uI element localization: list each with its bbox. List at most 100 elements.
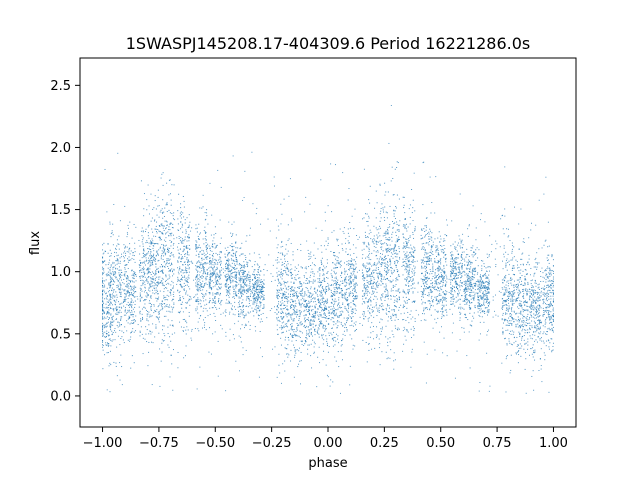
data-point [189, 236, 190, 238]
data-point [199, 266, 201, 268]
data-point [219, 272, 221, 274]
data-point [196, 231, 198, 233]
data-point [406, 264, 408, 266]
data-point [320, 259, 322, 261]
data-point [123, 283, 125, 285]
data-point [236, 273, 238, 275]
data-point [246, 275, 248, 277]
data-point [173, 184, 175, 186]
data-point [298, 324, 300, 326]
data-point [203, 326, 205, 328]
data-point [349, 277, 351, 279]
data-point [162, 269, 164, 271]
data-point [350, 282, 352, 284]
data-point [402, 258, 404, 260]
data-point [140, 285, 142, 287]
data-point [414, 318, 416, 320]
data-point [324, 324, 326, 326]
data-point [377, 236, 379, 238]
data-point [242, 314, 244, 316]
data-point [123, 274, 125, 276]
data-point [284, 304, 286, 306]
data-point [188, 226, 190, 228]
data-point [387, 295, 389, 297]
data-point [201, 263, 203, 265]
data-point [165, 276, 167, 278]
data-point [398, 236, 400, 238]
data-point [395, 313, 397, 315]
data-point [154, 260, 156, 262]
data-point [346, 288, 348, 290]
data-point [115, 291, 117, 293]
data-point [398, 288, 400, 290]
data-point [253, 269, 255, 271]
data-point [102, 294, 104, 296]
data-point [140, 289, 142, 291]
data-point [199, 251, 201, 253]
data-point [102, 303, 104, 305]
data-point [166, 202, 168, 204]
data-point [380, 318, 382, 320]
data-point [212, 244, 213, 246]
data-point [185, 270, 187, 272]
data-point [133, 285, 135, 287]
data-point [321, 316, 323, 318]
data-point [152, 261, 154, 263]
data-point [152, 245, 154, 247]
data-point [352, 244, 354, 246]
data-point [200, 276, 202, 278]
data-point [392, 284, 394, 286]
data-point [102, 345, 104, 347]
data-point [409, 251, 411, 253]
data-point [379, 272, 381, 274]
data-point [296, 328, 298, 330]
data-point [315, 310, 317, 312]
data-point [344, 294, 346, 296]
data-point [238, 313, 240, 315]
data-point [368, 243, 370, 245]
data-point [323, 288, 325, 290]
data-point [186, 254, 188, 256]
data-point [197, 290, 199, 292]
data-point [353, 264, 355, 266]
data-point [313, 341, 315, 343]
data-point [120, 293, 122, 295]
data-point [380, 333, 382, 335]
data-point [242, 289, 244, 291]
data-point [220, 237, 222, 239]
data-point [412, 283, 414, 285]
data-point [167, 249, 169, 251]
data-point [212, 246, 214, 248]
data-point [156, 300, 158, 302]
data-point [166, 305, 168, 307]
data-point [263, 290, 265, 292]
data-point [113, 308, 115, 310]
data-point [235, 260, 237, 262]
data-point [390, 252, 392, 254]
data-point [382, 296, 384, 298]
data-point [244, 282, 246, 284]
data-point [385, 249, 387, 251]
data-point [301, 267, 303, 269]
data-point [369, 308, 371, 310]
data-point [102, 316, 104, 318]
data-point [149, 286, 151, 288]
data-point [393, 249, 395, 251]
data-point [352, 303, 354, 305]
data-point [278, 291, 280, 293]
data-point [320, 245, 322, 247]
data-point [422, 204, 424, 206]
data-point [318, 298, 320, 300]
data-point [215, 246, 217, 248]
data-point [149, 245, 151, 247]
data-point [229, 276, 231, 278]
data-point [185, 268, 187, 270]
data-point [281, 318, 283, 320]
data-point [378, 311, 380, 313]
data-point [161, 223, 163, 225]
data-point [408, 274, 410, 276]
data-point [109, 326, 111, 328]
data-point [286, 268, 288, 270]
data-point [158, 312, 160, 314]
data-point [338, 284, 340, 286]
